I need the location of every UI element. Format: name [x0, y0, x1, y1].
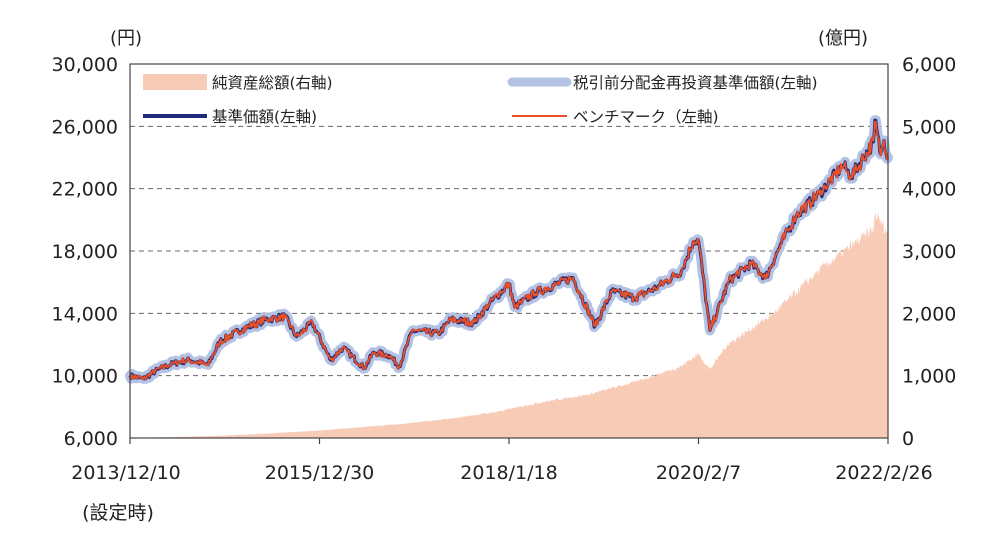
x-tick-label: 2018/1/18	[460, 462, 557, 484]
x-tick-label: 2013/12/10	[71, 462, 181, 484]
right-tick-label: 6,000	[902, 54, 956, 76]
legend: 純資産総額(右軸) 税引前分配金再投資基準価額(左軸) 基準価額(左軸) ベンチ…	[143, 74, 818, 126]
legend-label-reinvested: 税引前分配金再投資基準価額(左軸)	[573, 74, 818, 92]
right-axis: 0 1,000 2,000 3,000 4,000 5,000 6,000	[902, 54, 956, 450]
legend-label-nav: 基準価額(左軸)	[212, 108, 317, 126]
x-tick-label: 2022/2/26	[835, 462, 932, 484]
right-tick-label: 5,000	[902, 116, 956, 138]
left-tick-label: 10,000	[52, 366, 118, 388]
right-tick-label: 1,000	[902, 366, 956, 388]
legend-swatch-net-assets	[143, 74, 207, 90]
right-tick-label: 3,000	[902, 241, 956, 263]
legend-label-net-assets: 純資産総額(右軸)	[212, 74, 333, 92]
x-axis: 2013/12/10 2015/12/30 2018/1/18 2020/2/7 202…	[71, 438, 933, 484]
left-tick-label: 6,000	[64, 428, 118, 450]
left-tick-label: 18,000	[52, 241, 118, 263]
left-tick-label: 26,000	[52, 116, 118, 138]
right-tick-label: 4,000	[902, 179, 956, 201]
net-assets-area	[130, 212, 888, 438]
benchmark-line	[129, 120, 889, 381]
legend-label-benchmark: ベンチマーク（左軸)	[573, 108, 719, 126]
right-tick-label: 0	[902, 428, 914, 450]
x-label-note: (設定時)	[82, 502, 154, 524]
x-tick-label: 2020/2/7	[656, 462, 741, 484]
right-tick-label: 2,000	[902, 303, 956, 325]
x-tick-label: 2015/12/30	[265, 462, 375, 484]
left-unit-label: (円)	[110, 28, 142, 49]
left-tick-label: 14,000	[52, 303, 118, 325]
left-tick-label: 30,000	[52, 54, 118, 76]
right-unit-label: (億円)	[818, 28, 868, 49]
left-tick-label: 22,000	[52, 179, 118, 201]
left-axis: 6,000 10,000 14,000 18,000 22,000 26,000 30,00…	[52, 54, 118, 450]
